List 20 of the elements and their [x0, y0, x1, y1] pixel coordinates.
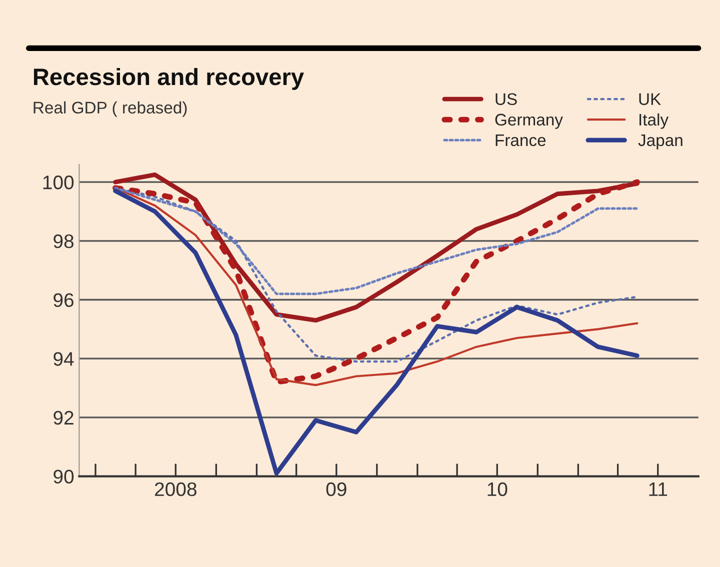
x-tick-label: 09	[326, 482, 346, 496]
y-tick-label: 96	[54, 293, 74, 307]
x-tick-label: 10	[488, 482, 508, 496]
legend-label: US	[496, 93, 517, 106]
legend-label: Italy	[640, 113, 669, 129]
legend-label: Germany	[495, 114, 563, 129]
y-tick-label: 100	[43, 176, 74, 190]
y-tick-label: 98	[54, 234, 74, 248]
line-series	[113, 188, 640, 476]
chart-title: Recession and recovery	[34, 68, 304, 90]
x-tick-label: 11	[649, 482, 668, 496]
y-tick-label: 92	[54, 410, 74, 425]
legend-label: Japan	[638, 134, 682, 150]
legend-label: France	[496, 134, 546, 146]
chart-subtitle: Real GDP ( rebased)	[34, 101, 187, 117]
y-tick-label: 94	[54, 352, 74, 366]
line-series	[114, 186, 638, 296]
y-tick-label: 90	[54, 470, 74, 484]
x-tick-label: 2008	[155, 482, 196, 496]
legend-label: UK	[639, 93, 661, 106]
